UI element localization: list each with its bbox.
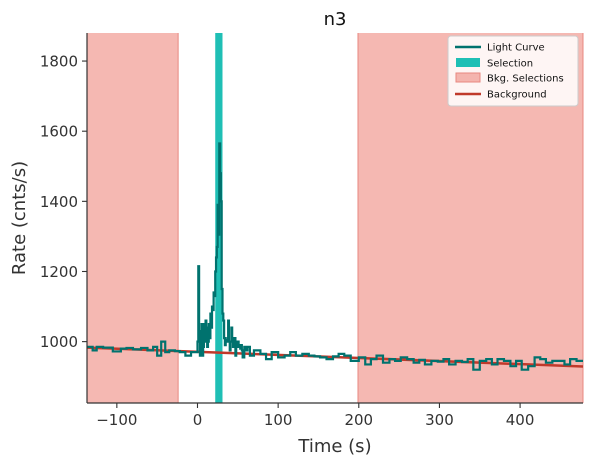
legend-swatch-bkg-selections — [455, 72, 481, 83]
legend-item-bkg-selections: Bkg. Selections — [455, 72, 564, 85]
x-tick-label: 200 — [344, 411, 373, 429]
legend-item-light-curve: Light Curve — [455, 43, 545, 54]
x-axis-label: Time (s) — [297, 436, 371, 457]
x-tick-label: 400 — [506, 411, 535, 429]
x-tick-label: 100 — [264, 411, 293, 429]
y-tick-label: 1400 — [40, 193, 78, 211]
y-tick-label: 1800 — [40, 53, 78, 71]
light-curve-line — [87, 142, 583, 371]
legend-label-light-curve: Light Curve — [487, 43, 545, 54]
chart-title: n3 — [324, 9, 347, 30]
legend-item-selection: Selection — [456, 58, 533, 70]
legend-label-selection: Selection — [487, 59, 533, 70]
x-tick-label: 300 — [425, 411, 454, 429]
y-tick-label: 1200 — [40, 263, 78, 281]
x-tick-label: 0 — [193, 411, 203, 429]
y-tick-label: 1000 — [40, 333, 78, 351]
y-axis-label: Rate (cnts/s) — [9, 161, 30, 275]
legend: Light Curve Selection Bkg. Selections Ba… — [447, 35, 579, 107]
legend-frame — [447, 35, 579, 107]
legend-label-bkg-selections: Bkg. Selections — [487, 74, 564, 85]
legend-item-background: Background — [455, 90, 547, 101]
legend-swatch-selection — [456, 58, 480, 67]
y-ticks: 1000 1200 1400 1600 1800 — [40, 53, 87, 351]
y-tick-label: 1600 — [40, 123, 78, 141]
legend-label-background: Background — [487, 90, 547, 101]
x-ticks: −100 0 100 200 300 400 — [96, 403, 534, 429]
light-curve-series — [87, 142, 583, 371]
x-tick-label: −100 — [96, 411, 137, 429]
